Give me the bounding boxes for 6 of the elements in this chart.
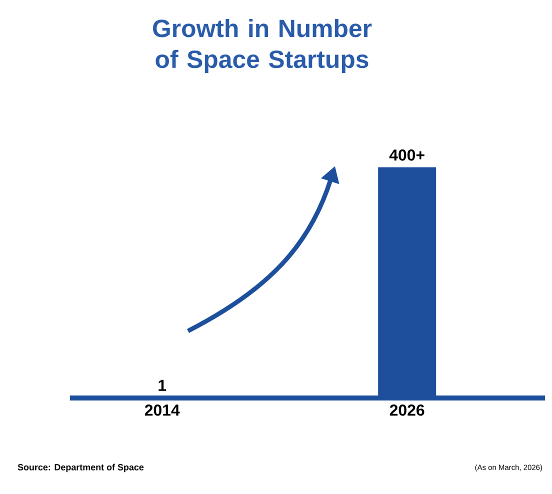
data-label: 1 xyxy=(158,380,166,391)
chart-title: Growth in Number of Space Startups xyxy=(153,18,372,74)
x-tick-label: 2026 xyxy=(390,404,424,416)
x-tick-label: 2014 xyxy=(144,404,180,416)
data-label: 400+ xyxy=(389,149,424,161)
source-note: Source: Department of Space xyxy=(18,464,144,472)
